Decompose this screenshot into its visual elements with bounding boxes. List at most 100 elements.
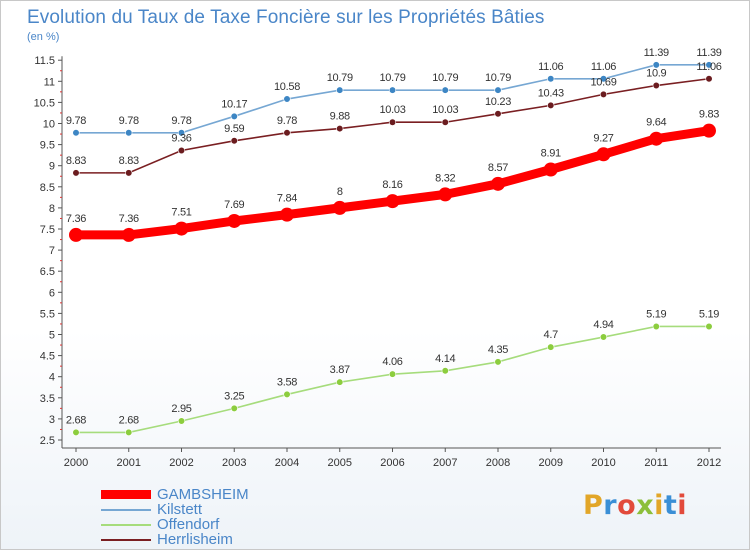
- y-tick-label: 8: [49, 203, 55, 215]
- y-tick-label: 10: [43, 119, 55, 131]
- y-tick-label: 7: [49, 245, 55, 257]
- y-tick-label: 9.5: [40, 140, 55, 152]
- data-point-gambsheim: [121, 227, 136, 242]
- x-tick-label: 2007: [433, 457, 457, 469]
- data-label-kilstett: 11.39: [644, 47, 669, 59]
- logo-letter: t: [663, 490, 678, 521]
- data-label-kilstett: 10.79: [379, 72, 405, 84]
- data-label-herrlisheim: 9.59: [224, 123, 244, 135]
- y-tick-label: 8.5: [40, 182, 55, 194]
- data-point-kilstett: [652, 61, 660, 69]
- data-label-offendorf: 5.19: [646, 308, 666, 320]
- data-label-gambsheim: 8.91: [541, 147, 561, 159]
- data-label-gambsheim: 9.64: [646, 117, 666, 129]
- legend-item-kilstett: Kilstett: [101, 502, 249, 517]
- y-axis-unit: (en %): [27, 31, 60, 43]
- data-label-offendorf: 5.19: [699, 308, 719, 320]
- data-label-gambsheim: 7.36: [119, 213, 139, 225]
- data-label-herrlisheim: 10.03: [379, 104, 405, 116]
- data-label-herrlisheim: 8.83: [66, 155, 86, 167]
- data-point-offendorf: [547, 343, 555, 351]
- legend-item-herrlisheim: Herrlisheim: [101, 532, 249, 547]
- data-point-kilstett: [125, 129, 133, 137]
- data-label-offendorf: 4.94: [593, 319, 613, 331]
- data-point-herrlisheim: [441, 118, 449, 126]
- x-tick-label: 2011: [644, 457, 668, 469]
- data-label-offendorf: 3.58: [277, 376, 297, 388]
- data-label-kilstett: 10.79: [485, 72, 511, 84]
- data-label-herrlisheim: 10.69: [590, 76, 616, 88]
- series-lines: [69, 61, 716, 437]
- data-label-kilstett: 9.78: [66, 115, 86, 127]
- y-tick-label: 6: [49, 287, 55, 299]
- data-point-offendorf: [494, 358, 502, 366]
- x-tick-label: 2012: [697, 457, 721, 469]
- data-label-herrlisheim: 10.43: [538, 87, 564, 99]
- data-label-gambsheim: 8.16: [382, 179, 402, 191]
- data-label-gambsheim: 7.51: [171, 207, 191, 219]
- data-point-kilstett: [441, 86, 449, 94]
- logo-letter: P: [583, 490, 604, 521]
- legend-label: Kilstett: [157, 501, 203, 518]
- data-point-offendorf: [388, 370, 397, 378]
- x-tick-label: 2009: [539, 457, 563, 469]
- y-tick-label: 5: [49, 330, 55, 342]
- data-label-herrlisheim: 10.23: [485, 96, 511, 108]
- data-point-offendorf: [177, 417, 186, 425]
- data-label-offendorf: 2.68: [119, 414, 139, 426]
- data-label-kilstett: 10.79: [327, 72, 353, 84]
- data-point-offendorf: [230, 404, 238, 412]
- x-tick-label: 2005: [328, 457, 352, 469]
- data-point-kilstett: [72, 129, 80, 137]
- data-label-offendorf: 4.7: [544, 329, 559, 341]
- data-label-herrlisheim: 11.06: [696, 61, 721, 73]
- y-tick-label: 11: [44, 76, 55, 88]
- chart-title: Evolution du Taux de Taxe Foncière sur l…: [27, 7, 545, 28]
- legend: GAMBSHEIM Kilstett Offendorf Herrlisheim: [101, 487, 249, 547]
- y-tick-label: 3.5: [40, 393, 55, 405]
- data-label-gambsheim: 7.36: [66, 213, 86, 225]
- data-label-herrlisheim: 10.9: [646, 68, 666, 80]
- legend-swatch: [101, 538, 151, 541]
- data-point-offendorf: [336, 378, 344, 386]
- axes: 2.5 3 3.5 4 4.5 5 5.5 6 6.5 7 7.5 8 8.5 9 9.5 10 10.5 11 1…: [34, 55, 722, 469]
- y-tick-label: 4: [49, 372, 55, 384]
- y-tick-label: 7.5: [40, 224, 55, 236]
- data-point-offendorf: [599, 333, 608, 341]
- data-label-offendorf: 4.06: [382, 356, 402, 368]
- data-point-herrlisheim: [705, 75, 713, 83]
- data-point-gambsheim: [227, 213, 242, 228]
- proxiti-logo: Proxiti: [583, 490, 687, 521]
- logo-letter: r: [603, 490, 618, 521]
- y-tick-label: 5.5: [40, 308, 55, 320]
- data-label-herrlisheim: 9.88: [330, 111, 350, 123]
- legend-swatch: [101, 490, 151, 499]
- data-labels: 2.68 2.68 2.95 3.25 3.58 3.87 4.06 4.14 4.35 4.7 4…: [66, 47, 722, 427]
- data-point-kilstett: [547, 75, 555, 83]
- data-point-gambsheim: [280, 207, 294, 222]
- x-tick-label: 2002: [169, 457, 193, 469]
- x-tick-label: 2006: [380, 457, 404, 469]
- data-point-gambsheim: [438, 187, 453, 202]
- data-point-gambsheim: [596, 147, 611, 162]
- x-tick-label: 2003: [222, 457, 246, 469]
- logo-letter: o: [617, 490, 637, 521]
- data-point-kilstett: [283, 95, 291, 103]
- y-tick-label: 3: [49, 414, 55, 426]
- data-label-herrlisheim: 9.36: [171, 133, 191, 145]
- data-point-herrlisheim: [652, 81, 660, 90]
- y-tick-label: 11.5: [34, 55, 55, 67]
- data-label-offendorf: 4.14: [435, 353, 455, 365]
- data-label-gambsheim: 9.83: [699, 109, 719, 121]
- data-label-offendorf: 3.25: [224, 390, 244, 402]
- x-tick-label: 2010: [591, 457, 615, 469]
- data-point-kilstett: [336, 86, 344, 94]
- data-label-offendorf: 2.95: [171, 403, 191, 415]
- data-label-kilstett: 10.58: [274, 81, 300, 93]
- data-label-kilstett: 11.06: [591, 61, 616, 73]
- data-point-offendorf: [705, 322, 713, 331]
- data-point-kilstett: [388, 86, 397, 94]
- y-tick-label: 6.5: [40, 266, 55, 278]
- data-point-herrlisheim: [72, 169, 80, 177]
